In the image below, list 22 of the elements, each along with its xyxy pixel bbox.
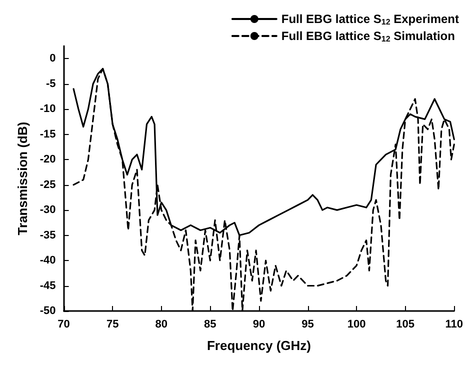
y-tick-label: -35 xyxy=(40,229,56,242)
x-tick-label: 105 xyxy=(396,318,415,330)
x-tick-label: 95 xyxy=(302,318,314,330)
x-tick-label: 100 xyxy=(347,318,366,330)
y-tick-label: -15 xyxy=(40,128,56,140)
x-axis-title: Frequency (GHz) xyxy=(206,338,311,353)
x-tick-label: 85 xyxy=(204,318,216,330)
y-tick-label: 0 xyxy=(50,52,56,65)
x-tick-label: 75 xyxy=(106,318,119,330)
y-tick-label: -50 xyxy=(40,305,56,317)
y-tick-label: -40 xyxy=(40,254,56,267)
y-tick-label: -45 xyxy=(40,280,56,292)
x-tick-label: 70 xyxy=(58,318,70,330)
x-tick-label: 110 xyxy=(445,318,463,330)
x-tick-label: 80 xyxy=(155,318,168,330)
y-axis-title: Transmission (dB) xyxy=(15,122,30,236)
x-tick-label: 90 xyxy=(252,318,266,330)
y-tick-label: -10 xyxy=(40,103,56,116)
y-tick-label: -20 xyxy=(40,154,56,166)
y-tick-label: -5 xyxy=(46,78,56,90)
y-tick-label: -30 xyxy=(40,204,56,216)
y-tick-label: -25 xyxy=(40,178,56,191)
